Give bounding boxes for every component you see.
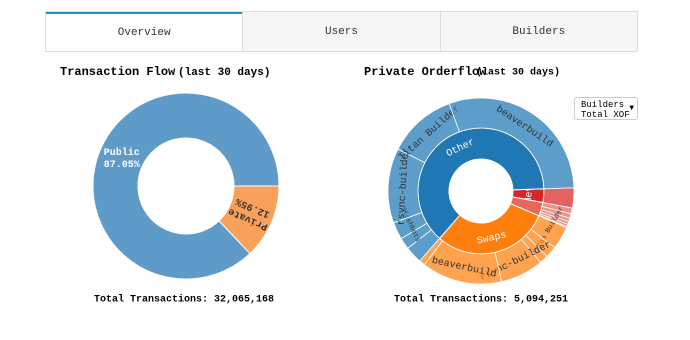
dropdown-arrow: ▼	[629, 104, 634, 113]
slice-value: 87.05%	[104, 160, 140, 171]
chart-subtitle: (last 30 days)	[476, 67, 560, 79]
tab[interactable]: Overview	[46, 12, 243, 51]
tab-bar: Overview Users Builders	[45, 11, 638, 52]
outer-sector	[448, 97, 575, 190]
chart-subtitle: (last 30 days)	[178, 67, 270, 79]
chart-title: Private Orderflow	[364, 65, 487, 79]
sector-label: rsync-builder	[395, 147, 412, 226]
footer: Total Transactions: 5,094,251	[394, 294, 568, 306]
tab[interactable]: Users	[242, 12, 440, 51]
dropdown[interactable]: Builders Total XOF ▼	[574, 97, 638, 120]
pie-slice	[92, 92, 280, 280]
chart-title: Transaction Flow	[60, 65, 176, 79]
footer: Total Transactions: 32,065,168	[94, 294, 274, 306]
tab[interactable]: Builders	[439, 12, 637, 51]
slice-name: Public	[104, 147, 140, 159]
dropdown-text: Total XOF	[581, 110, 630, 120]
dropdown-text: Builders	[581, 100, 625, 110]
